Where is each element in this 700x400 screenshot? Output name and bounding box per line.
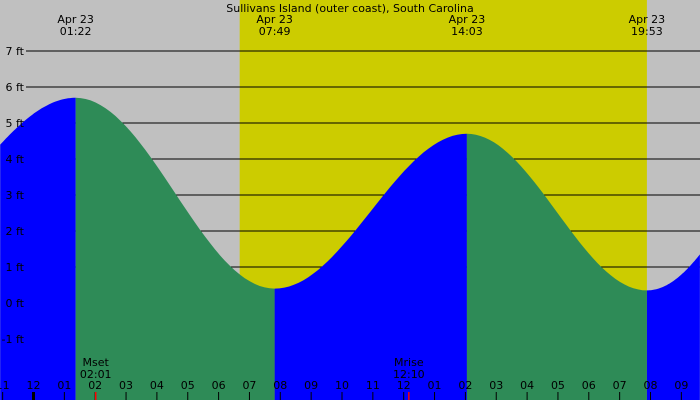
x-tick-label: 09 <box>304 379 318 392</box>
x-tick-label: 03 <box>119 379 133 392</box>
x-tick-label: 12 <box>397 379 411 392</box>
x-tick-label: 07 <box>613 379 627 392</box>
extreme-time-label: 01:22 <box>60 25 92 38</box>
x-tick-label: 08 <box>273 379 287 392</box>
rising-tide-area <box>274 133 467 400</box>
y-tick-label: 3 ft <box>6 189 25 202</box>
x-tick-label: 06 <box>212 379 226 392</box>
rising-tide-area <box>0 97 76 400</box>
extreme-time-label: 14:03 <box>451 25 483 38</box>
y-tick-label: 0 ft <box>6 297 25 310</box>
x-tick-label: 10 <box>335 379 349 392</box>
moon-event-label: Mrise <box>394 356 424 369</box>
y-tick-label: 6 ft <box>6 81 25 94</box>
rising-tide-area <box>646 254 700 400</box>
x-tick-label: 12 <box>27 379 41 392</box>
x-tick-label: 04 <box>150 379 164 392</box>
y-tick-label: 4 ft <box>6 153 25 166</box>
x-tick-label: 02 <box>458 379 472 392</box>
y-tick-label: 5 ft <box>6 117 25 130</box>
x-tick-label: 05 <box>181 379 195 392</box>
x-tick-label: 05 <box>551 379 565 392</box>
x-tick-label: 06 <box>582 379 596 392</box>
extreme-date-label: Apr 23 <box>256 13 293 26</box>
moon-event-label: Mset <box>83 356 110 369</box>
extreme-date-label: Apr 23 <box>57 13 94 26</box>
x-tick-label: 09 <box>674 379 688 392</box>
x-tick-label: 03 <box>489 379 503 392</box>
y-tick-label: 7 ft <box>6 45 25 58</box>
extreme-time-label: 19:53 <box>631 25 663 38</box>
moon-event-time: 12:10 <box>393 368 425 381</box>
y-tick-label: -1 ft <box>2 333 25 346</box>
chart-title: Sullivans Island (outer coast), South Ca… <box>226 2 473 15</box>
falling-tide-area <box>75 97 275 400</box>
extreme-date-label: Apr 23 <box>629 13 666 26</box>
falling-tide-area <box>466 133 647 400</box>
x-tick-label: 11 <box>0 379 10 392</box>
x-tick-label: 11 <box>366 379 380 392</box>
extreme-time-label: 07:49 <box>259 25 291 38</box>
moon-event-time: 02:01 <box>80 368 112 381</box>
x-tick-label: 07 <box>242 379 256 392</box>
extreme-date-label: Apr 23 <box>449 13 486 26</box>
x-tick-label: 08 <box>644 379 658 392</box>
y-tick-label: 2 ft <box>6 225 25 238</box>
x-tick-label: 01 <box>428 379 442 392</box>
x-tick-label: 04 <box>520 379 534 392</box>
y-tick-label: 1 ft <box>6 261 25 274</box>
x-tick-label: 02 <box>88 379 102 392</box>
x-tick-label: 01 <box>57 379 71 392</box>
